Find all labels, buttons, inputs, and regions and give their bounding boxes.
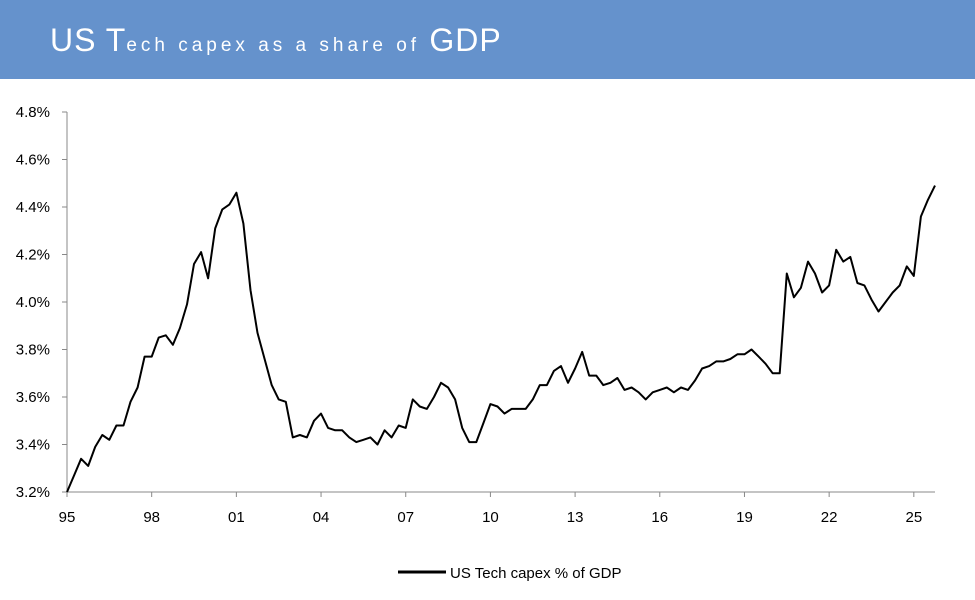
title-banner: US Tech capex as a share of GDP <box>0 0 975 79</box>
x-tick-label: 19 <box>736 509 753 526</box>
series-line <box>66 185 936 493</box>
x-tick-label: 25 <box>905 509 922 526</box>
x-tick-label: 04 <box>313 509 330 526</box>
chart-title: US Tech capex as a share of GDP <box>50 22 502 59</box>
legend-label: US Tech capex % of GDP <box>450 565 621 582</box>
y-tick-label: 3.4% <box>16 437 50 454</box>
series-group <box>66 185 936 493</box>
legend: US Tech capex % of GDP <box>398 565 621 582</box>
y-tick-label: 3.8% <box>16 342 50 359</box>
x-axis-ticks: 95 98 01 04 07 10 13 16 19 22 25 <box>59 492 922 526</box>
title-part: US T <box>50 22 127 58</box>
axes <box>66 112 935 493</box>
y-tick-label: 4.2% <box>16 247 50 264</box>
x-tick-label: 95 <box>59 509 76 526</box>
y-tick-label: 4.0% <box>16 294 50 311</box>
x-tick-label: 01 <box>228 509 245 526</box>
y-tick-label: 4.6% <box>16 152 50 169</box>
y-tick-label: 4.8% <box>16 104 50 121</box>
y-tick-label: 4.4% <box>16 199 50 216</box>
title-part: ech capex as a share of <box>126 35 430 56</box>
x-tick-label: 22 <box>821 509 838 526</box>
x-tick-label: 16 <box>651 509 668 526</box>
title-part: GDP <box>429 22 502 58</box>
y-tick-label: 3.2% <box>16 484 50 501</box>
x-tick-label: 13 <box>567 509 584 526</box>
x-tick-label: 07 <box>397 509 414 526</box>
x-tick-label: 98 <box>143 509 160 526</box>
y-tick-label: 3.6% <box>16 389 50 406</box>
x-tick-label: 10 <box>482 509 499 526</box>
y-axis-ticks: 3.2% 3.4% 3.6% 3.8% 4.0% 4.2% 4.4% 4.6% 4.8% <box>16 104 67 501</box>
